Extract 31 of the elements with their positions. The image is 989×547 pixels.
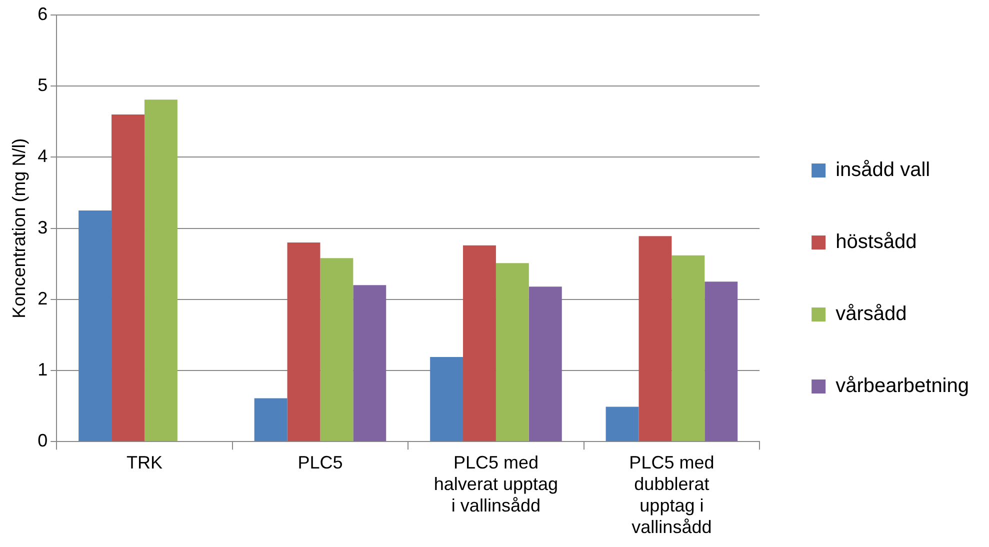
bar [528,286,562,442]
x-tick-label: TRK [126,452,162,472]
bar [496,263,529,442]
bar [353,285,386,442]
y-tick-label: 0 [38,430,48,451]
bar [320,258,354,442]
bar [78,210,112,442]
legend-label: insådd vall [836,159,930,182]
y-tick-label: 4 [38,146,48,166]
y-tick-label: 6 [38,4,48,24]
bar [430,356,464,442]
bar [463,245,496,442]
bar [672,255,705,442]
y-axis-title: Koncentration (mg N/l) [8,138,29,318]
bar [112,114,144,442]
legend-label: höstsådd [836,231,917,254]
x-tick-label: PLC5 med halverat upptag i vallinsådd [434,452,558,516]
y-tick-label: 1 [38,359,48,380]
x-tick-label: PLC5 med dubblerat upptag i vallinsådd [629,452,714,538]
x-tick-label: PLC5 [298,452,343,472]
y-tick-label: 2 [38,288,48,308]
bar [638,236,672,442]
bar [144,100,178,442]
bar [287,242,320,442]
legend-label: vårbearbetning [836,375,970,398]
bar [606,406,639,442]
bar [254,398,288,442]
legend-label: vårsådd [836,303,907,326]
bar [704,282,738,442]
y-tick-label: 5 [38,75,48,96]
y-tick-label: 3 [38,217,48,238]
